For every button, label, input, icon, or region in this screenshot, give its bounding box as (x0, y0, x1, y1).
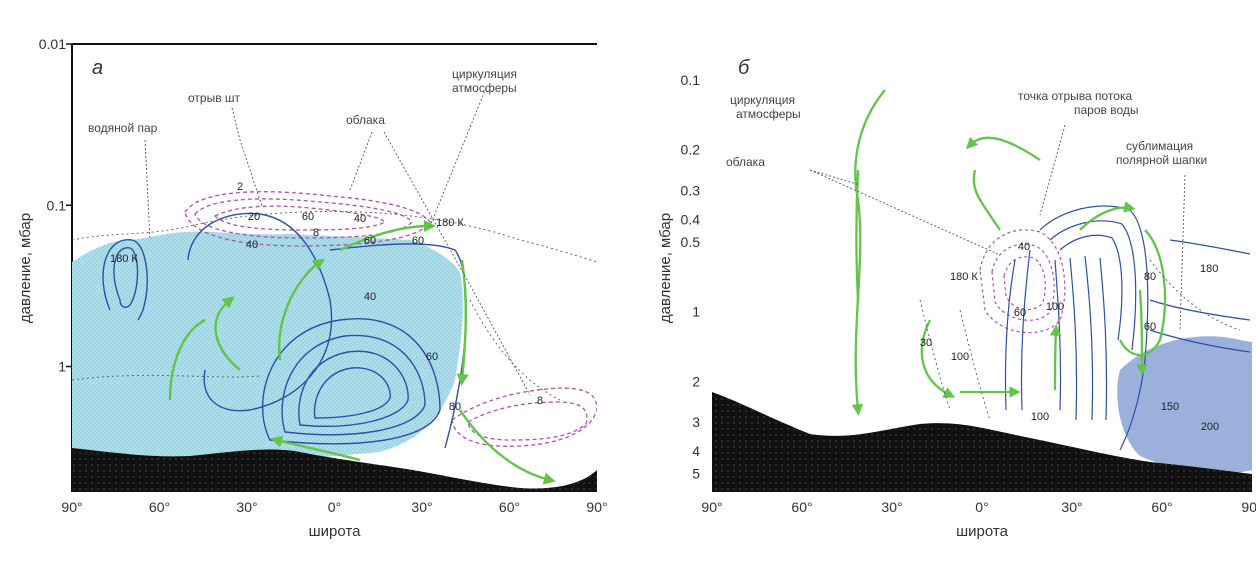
contour-value-label-b: 100 (951, 351, 969, 363)
x-axis-label: широта (956, 523, 1008, 540)
contour-value-label-a: 60 (412, 235, 424, 247)
anno-circulation-b-line1: циркуляция (730, 93, 795, 107)
y-tick-label: 3 (692, 414, 700, 430)
label-180k-a-right: 180 К (436, 217, 464, 229)
label-180k-b: 180 К (950, 271, 978, 283)
y-tick-label: 2 (692, 373, 700, 389)
y-tick-label: 5 (692, 466, 700, 482)
y-tick-label: 4 (692, 443, 700, 459)
y-tick-label: 0.4 (681, 211, 701, 227)
contour-value-label-a: 40 (354, 213, 366, 225)
circulation-arrows-b (851, 89, 1167, 416)
circulation-arrows-a (168, 220, 556, 485)
y-axis-label: давление, мбар (17, 213, 34, 323)
contour-value-label-b: 60 (1014, 307, 1026, 319)
annotation-leaders-b (809, 124, 1186, 331)
surface-topography (72, 448, 597, 492)
x-tick-label: 90° (1241, 499, 1256, 515)
cloud-contours-b (979, 229, 1066, 334)
y-axis-label: давление, мбар (657, 213, 674, 323)
x-tick-label: 30° (1061, 499, 1082, 515)
x-tick-label: 60° (499, 499, 520, 515)
x-tick-label: 60° (1151, 499, 1172, 515)
x-tick-label: 90° (61, 499, 82, 515)
x-tick-label: 30° (881, 499, 902, 515)
contour-value-label-a: 40 (246, 239, 258, 251)
anno-separation-point-line2: паров воды (1074, 103, 1139, 117)
annotation-leaders-a (144, 87, 531, 396)
y-tick-label: 0.1 (681, 72, 701, 88)
x-tick-label: 90° (701, 499, 722, 515)
y-tick-label: 1 (58, 359, 66, 375)
y-tick-label: 0.01 (39, 36, 66, 52)
contour-value-label-b: 60 (1144, 321, 1156, 333)
contour-value-label-b: 30 (920, 337, 932, 349)
label-180k-a-left: 180 К (110, 253, 138, 265)
panel-a (71, 43, 597, 492)
contour-value-label-a: 20 (248, 211, 260, 223)
panel-a-letter: а (92, 57, 103, 79)
polar-cap-region (1117, 336, 1252, 474)
label-180-b: 180 (1200, 263, 1218, 275)
water-vapor-region (72, 231, 463, 480)
x-tick-label: 30° (411, 499, 432, 515)
x-tick-label: 0° (328, 499, 341, 515)
contour-value-label-a: 2 (237, 181, 243, 193)
contour-value-label-a: 60 (364, 235, 376, 247)
anno-separation-point-line1: точка отрыва потока (1018, 89, 1132, 103)
contour-value-label-b: 100 (1031, 411, 1049, 423)
contour-value-label-b: 200 (1201, 421, 1219, 433)
contour-value-label-a: 40 (364, 291, 376, 303)
anno-clouds-a: облака (346, 113, 385, 127)
temperature-contours-a (72, 211, 597, 401)
figure-labels: 90° 60° 30° 0° 30° 60° 90°0.010.11широтадавлен… (17, 36, 1256, 540)
anno-clouds-b: облака (726, 155, 765, 169)
contour-value-label-b: 80 (1144, 271, 1156, 283)
y-tick-label: 0.1 (47, 197, 67, 213)
anno-separation: отрыв шт (188, 91, 241, 105)
contour-value-label-b: 100 (1046, 301, 1064, 313)
anno-circulation-a-line1: циркуляция (452, 67, 517, 81)
anno-sublimation-line1: сублимация (1126, 139, 1193, 153)
contour-value-label-a: 8 (313, 227, 319, 239)
contour-value-label-a: 80 (449, 401, 461, 413)
contour-value-label-b: 40 (1018, 241, 1030, 253)
y-tick-label: 1 (692, 304, 700, 320)
y-tick-label: 0.5 (681, 234, 701, 250)
contour-value-label-a: 60 (302, 211, 314, 223)
surface-topography (712, 392, 1252, 492)
y-tick-label: 0.2 (681, 142, 701, 158)
anno-water-vapor: водяной пар (88, 121, 158, 135)
x-tick-label: 90° (586, 499, 607, 515)
temperature-contours-b (919, 259, 1241, 421)
anno-circulation-b-line2: атмосферы (736, 107, 801, 121)
x-tick-label: 60° (149, 499, 170, 515)
y-tick-label: 0.3 (681, 182, 701, 198)
x-axis-label: широта (309, 523, 361, 540)
x-tick-label: 60° (791, 499, 812, 515)
anno-sublimation-line2: полярной шапки (1116, 153, 1207, 167)
contour-value-label-a: 60 (426, 351, 438, 363)
contour-value-label-b: 150 (1161, 401, 1179, 413)
panel-b-letter: б (738, 57, 750, 79)
x-tick-label: 30° (236, 499, 257, 515)
x-tick-label: 0° (975, 499, 988, 515)
anno-circulation-a-line2: атмосферы (452, 81, 517, 95)
contour-value-label-a: 8 (537, 395, 543, 407)
panel-b (712, 89, 1252, 492)
